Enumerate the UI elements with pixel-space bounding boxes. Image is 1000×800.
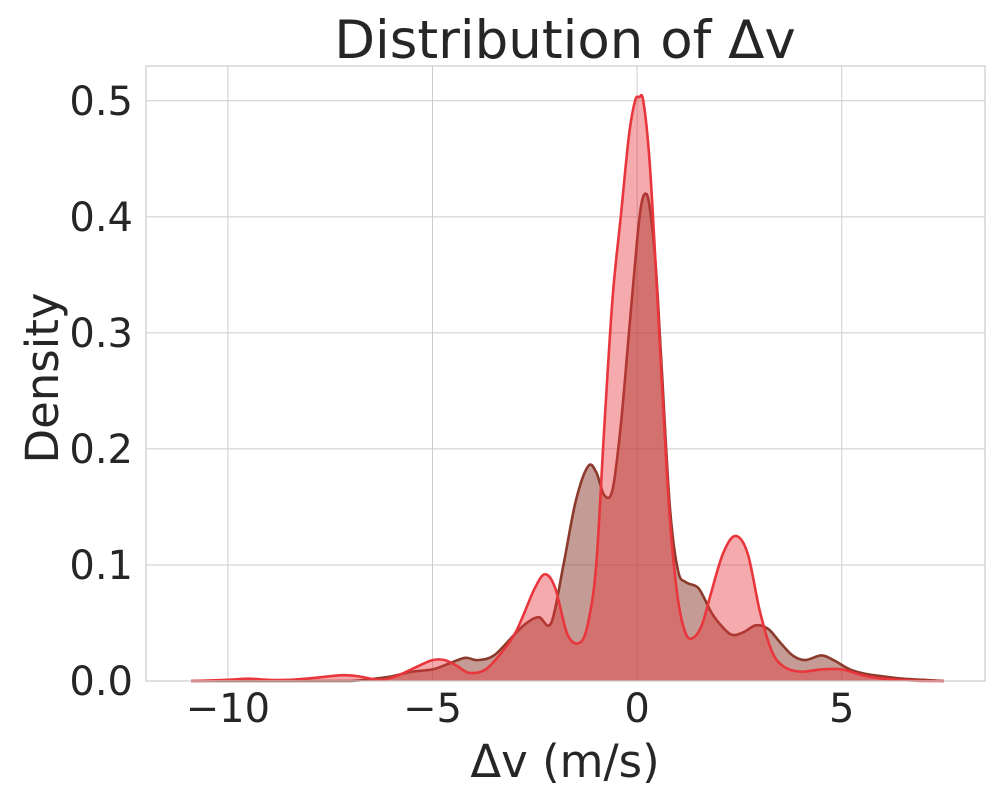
y-tick-labels: 0.0 0.1 0.2 0.3 0.4 0.5 xyxy=(69,79,133,705)
x-tick-label: −5 xyxy=(403,686,462,732)
series-layer xyxy=(190,93,945,683)
chart-title: Distribution of Δv xyxy=(334,10,796,71)
y-tick-label: 0.1 xyxy=(69,543,133,589)
y-tick-label: 0.4 xyxy=(69,195,133,241)
density-area-series-1 xyxy=(191,193,945,681)
x-axis-label: Δv (m/s) xyxy=(470,735,659,788)
plot-frame xyxy=(145,65,986,682)
y-tick-label: 0.0 xyxy=(69,659,133,705)
y-tick-label: 0.3 xyxy=(69,311,133,357)
x-tick-label: 0 xyxy=(624,686,649,732)
x-tick-labels: −10 −5 0 5 xyxy=(186,686,855,732)
y-tick-label: 0.5 xyxy=(69,79,133,125)
density-line-series-2 xyxy=(190,93,945,683)
y-tick-label: 0.2 xyxy=(69,427,133,473)
x-tick-label: 5 xyxy=(829,686,854,732)
y-axis-label: Density xyxy=(16,292,69,463)
density-line-series-1 xyxy=(191,192,945,683)
x-tick-label: −10 xyxy=(186,686,270,732)
